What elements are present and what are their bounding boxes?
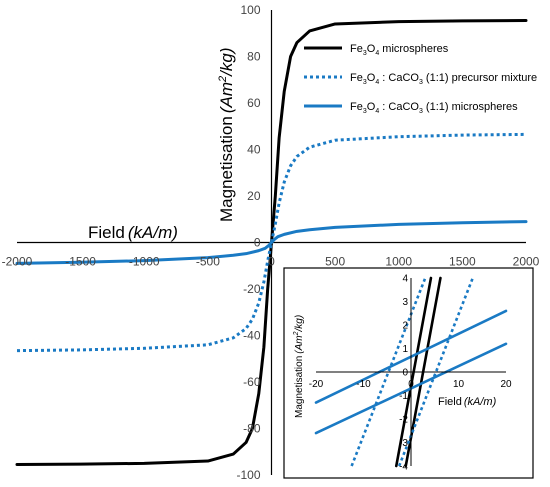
main-x-tick-label: 1500 [449, 255, 476, 269]
main-y-tick-label: 0 [254, 236, 261, 250]
inset-y-tick-label: -2 [399, 415, 408, 426]
inset-y-tick-label: 1 [402, 344, 408, 355]
main-x-axis-unit: (kA/m) [128, 223, 178, 242]
inset-y-tick-label: -4 [399, 462, 408, 473]
legend-entry-composite: Fe3O4 : CaCO3 (1:1) microspheres [304, 101, 518, 115]
legend-label-precursor: Fe3O4 : CaCO3 (1:1) precursor mixture [350, 72, 537, 86]
main-y-tick-label: -80 [243, 422, 261, 436]
inset-y-axis-unit: (Am [294, 335, 305, 353]
legend-entry-precursor: Fe3O4 : CaCO3 (1:1) precursor mixture [304, 72, 537, 86]
main-y-tick-label: 80 [247, 50, 261, 64]
main-x-tick-label: 500 [325, 255, 345, 269]
inset-axes [316, 278, 506, 466]
inset-x-tick-label: 20 [500, 379, 512, 390]
main-tick-labels: -2000 -1500 -1000 -500 0 500 1000 1500 2000-100-… [2, 3, 540, 482]
main-series [15, 18, 528, 467]
inset-y-tick-label: -1 [399, 391, 408, 402]
inset-x-tick-label: 0 [408, 379, 414, 390]
main-y-tick-label: -100 [236, 468, 260, 482]
main-x-tick-label: -1000 [129, 255, 160, 269]
main-series-line-1 [16, 132, 527, 353]
inset-x-axis-title: Field (kA/m) [438, 396, 497, 408]
main-x-tick-label: -500 [196, 255, 220, 269]
main-y-tick-label: 100 [240, 3, 260, 17]
inset-y-axis-title: Magnetisation (Am2/kg) [293, 315, 305, 418]
main-y-tick-label: -40 [243, 329, 261, 343]
main-series-line-2 [15, 220, 528, 265]
main-x-axis-label: Field [88, 223, 125, 242]
main-x-tick-label: 1000 [385, 255, 412, 269]
main-y-axis-title: Magnetisation (Am2/kg) [217, 48, 236, 222]
main-y-axis-unit-end: /kg) [217, 48, 236, 77]
main-x-tick-label: -1500 [65, 255, 96, 269]
inset-y-tick-label: -3 [399, 438, 408, 449]
legend-entry-fe3o4: Fe3O4 microspheres [304, 43, 449, 57]
main-x-axis-title: Field (kA/m) [88, 223, 178, 242]
inset-y-tick-label: 3 [402, 297, 408, 308]
inset-y-axis-label: Magnetisation [294, 356, 305, 418]
legend-label-composite: Fe3O4 : CaCO3 (1:1) microspheres [350, 101, 518, 115]
inset-x-tick-label: -20 [309, 379, 324, 390]
main-y-axis-label: Magnetisation [217, 116, 236, 222]
inset-series-line-3 [397, 277, 474, 467]
main-y-tick-label: 40 [247, 143, 261, 157]
inset-y-tick-label: 0 [402, 368, 408, 379]
inset-x-axis-label: Field [438, 396, 462, 408]
main-x-tick-label: 0 [268, 255, 275, 269]
legend: Fe3O4 microspheres Fe3O4 : CaCO3 (1:1) p… [304, 43, 537, 115]
main-y-axis-unit-sup: 2 [217, 76, 229, 83]
main-y-axis-unit: (Am [217, 82, 236, 113]
inset-x-tick-label: 10 [453, 379, 465, 390]
inset-y-axis-unit-sup: 2 [293, 331, 300, 336]
inset-x-tick-label: -10 [356, 379, 371, 390]
inset-series-line-2 [350, 277, 427, 467]
main-y-tick-label: 20 [247, 189, 261, 203]
inset-y-tick-label: 2 [402, 321, 408, 332]
main-x-tick-label: -2000 [2, 255, 33, 269]
main-y-tick-label: -60 [243, 375, 261, 389]
inset-y-tick-label: 4 [402, 274, 408, 285]
legend-label-fe3o4: Fe3O4 microspheres [350, 43, 449, 57]
main-y-tick-label: 60 [247, 96, 261, 110]
main-x-tick-label: 2000 [513, 255, 540, 269]
main-y-tick-label: -20 [243, 282, 261, 296]
inset-x-axis-unit: (kA/m) [464, 396, 497, 408]
inset-y-axis-unit-end: /kg) [294, 315, 305, 333]
